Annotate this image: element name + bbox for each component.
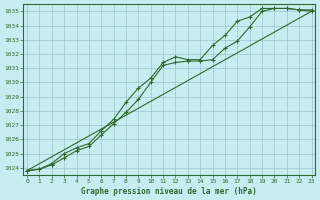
X-axis label: Graphe pression niveau de la mer (hPa): Graphe pression niveau de la mer (hPa) — [81, 187, 257, 196]
